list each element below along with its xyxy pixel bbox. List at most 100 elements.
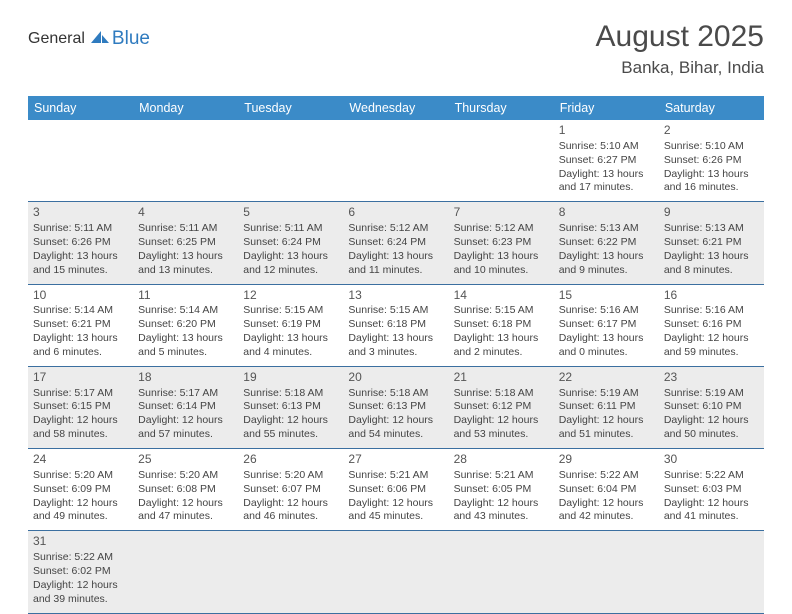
sunrise-text: Sunrise: 5:12 AM [454,222,549,236]
day-cell: 16Sunrise: 5:16 AMSunset: 6:16 PMDayligh… [659,284,764,366]
sunset-text: Sunset: 6:25 PM [138,236,233,250]
sunrise-text: Sunrise: 5:18 AM [454,387,549,401]
day-cell: 1Sunrise: 5:10 AMSunset: 6:27 PMDaylight… [554,120,659,202]
sunset-text: Sunset: 6:18 PM [454,318,549,332]
logo: General Blue [28,28,150,50]
day-cell: 19Sunrise: 5:18 AMSunset: 6:13 PMDayligh… [238,366,343,448]
header: General Blue August 2025 Banka, Bihar, I… [28,20,764,78]
day-number: 14 [454,288,549,304]
empty-cell [133,531,238,613]
calendar-table: SundayMondayTuesdayWednesdayThursdayFrid… [28,96,764,614]
day-number: 1 [559,123,654,139]
sunset-text: Sunset: 6:21 PM [664,236,759,250]
day-number: 23 [664,370,759,386]
day-number: 10 [33,288,128,304]
sunrise-text: Sunrise: 5:12 AM [348,222,443,236]
empty-cell [449,531,554,613]
day-number: 20 [348,370,443,386]
daylight-text: Daylight: 12 hours and 54 minutes. [348,414,443,442]
sunset-text: Sunset: 6:23 PM [454,236,549,250]
empty-cell [343,120,448,202]
day-number: 7 [454,205,549,221]
sunset-text: Sunset: 6:19 PM [243,318,338,332]
sunset-text: Sunset: 6:27 PM [559,154,654,168]
day-number: 17 [33,370,128,386]
weekday-header-row: SundayMondayTuesdayWednesdayThursdayFrid… [28,96,764,120]
logo-text-blue: Blue [112,28,150,50]
daylight-text: Daylight: 13 hours and 13 minutes. [138,250,233,278]
day-number: 2 [664,123,759,139]
day-cell: 13Sunrise: 5:15 AMSunset: 6:18 PMDayligh… [343,284,448,366]
day-cell: 31Sunrise: 5:22 AMSunset: 6:02 PMDayligh… [28,531,133,613]
day-number: 5 [243,205,338,221]
sunrise-text: Sunrise: 5:15 AM [243,304,338,318]
day-number: 3 [33,205,128,221]
sunrise-text: Sunrise: 5:17 AM [138,387,233,401]
day-number: 31 [33,534,128,550]
daylight-text: Daylight: 13 hours and 17 minutes. [559,168,654,196]
sunrise-text: Sunrise: 5:22 AM [559,469,654,483]
empty-cell [343,531,448,613]
sunrise-text: Sunrise: 5:19 AM [559,387,654,401]
sunset-text: Sunset: 6:13 PM [348,400,443,414]
day-cell: 20Sunrise: 5:18 AMSunset: 6:13 PMDayligh… [343,366,448,448]
day-cell: 4Sunrise: 5:11 AMSunset: 6:25 PMDaylight… [133,202,238,284]
day-cell: 27Sunrise: 5:21 AMSunset: 6:06 PMDayligh… [343,449,448,531]
daylight-text: Daylight: 13 hours and 2 minutes. [454,332,549,360]
sunset-text: Sunset: 6:18 PM [348,318,443,332]
calendar-row: 31Sunrise: 5:22 AMSunset: 6:02 PMDayligh… [28,531,764,613]
daylight-text: Daylight: 12 hours and 59 minutes. [664,332,759,360]
title-block: August 2025 Banka, Bihar, India [596,20,764,78]
weekday-header: Tuesday [238,96,343,120]
daylight-text: Daylight: 12 hours and 50 minutes. [664,414,759,442]
day-cell: 22Sunrise: 5:19 AMSunset: 6:11 PMDayligh… [554,366,659,448]
sunset-text: Sunset: 6:26 PM [33,236,128,250]
sunrise-text: Sunrise: 5:11 AM [33,222,128,236]
empty-cell [238,531,343,613]
sunrise-text: Sunrise: 5:19 AM [664,387,759,401]
logo-text-general: General [28,30,85,48]
sunrise-text: Sunrise: 5:20 AM [33,469,128,483]
daylight-text: Daylight: 12 hours and 55 minutes. [243,414,338,442]
day-cell: 17Sunrise: 5:17 AMSunset: 6:15 PMDayligh… [28,366,133,448]
daylight-text: Daylight: 12 hours and 49 minutes. [33,497,128,525]
day-cell: 25Sunrise: 5:20 AMSunset: 6:08 PMDayligh… [133,449,238,531]
day-number: 16 [664,288,759,304]
calendar-row: 10Sunrise: 5:14 AMSunset: 6:21 PMDayligh… [28,284,764,366]
empty-cell [28,120,133,202]
daylight-text: Daylight: 13 hours and 12 minutes. [243,250,338,278]
sunrise-text: Sunrise: 5:15 AM [454,304,549,318]
location-text: Banka, Bihar, India [596,58,764,78]
sunset-text: Sunset: 6:11 PM [559,400,654,414]
sunset-text: Sunset: 6:09 PM [33,483,128,497]
day-number: 29 [559,452,654,468]
day-cell: 10Sunrise: 5:14 AMSunset: 6:21 PMDayligh… [28,284,133,366]
calendar-row: 24Sunrise: 5:20 AMSunset: 6:09 PMDayligh… [28,449,764,531]
empty-cell [449,120,554,202]
calendar-row: 17Sunrise: 5:17 AMSunset: 6:15 PMDayligh… [28,366,764,448]
sunset-text: Sunset: 6:26 PM [664,154,759,168]
empty-cell [133,120,238,202]
day-cell: 21Sunrise: 5:18 AMSunset: 6:12 PMDayligh… [449,366,554,448]
daylight-text: Daylight: 13 hours and 15 minutes. [33,250,128,278]
page-title: August 2025 [596,20,764,54]
day-cell: 23Sunrise: 5:19 AMSunset: 6:10 PMDayligh… [659,366,764,448]
calendar-body: 1Sunrise: 5:10 AMSunset: 6:27 PMDaylight… [28,120,764,613]
day-number: 11 [138,288,233,304]
day-cell: 3Sunrise: 5:11 AMSunset: 6:26 PMDaylight… [28,202,133,284]
daylight-text: Daylight: 12 hours and 46 minutes. [243,497,338,525]
sunrise-text: Sunrise: 5:16 AM [664,304,759,318]
sunrise-text: Sunrise: 5:22 AM [33,551,128,565]
day-number: 30 [664,452,759,468]
day-number: 8 [559,205,654,221]
day-cell: 24Sunrise: 5:20 AMSunset: 6:09 PMDayligh… [28,449,133,531]
day-cell: 12Sunrise: 5:15 AMSunset: 6:19 PMDayligh… [238,284,343,366]
daylight-text: Daylight: 13 hours and 0 minutes. [559,332,654,360]
daylight-text: Daylight: 13 hours and 16 minutes. [664,168,759,196]
day-number: 6 [348,205,443,221]
sunrise-text: Sunrise: 5:21 AM [454,469,549,483]
sunset-text: Sunset: 6:20 PM [138,318,233,332]
daylight-text: Daylight: 12 hours and 41 minutes. [664,497,759,525]
sunset-text: Sunset: 6:10 PM [664,400,759,414]
day-cell: 2Sunrise: 5:10 AMSunset: 6:26 PMDaylight… [659,120,764,202]
